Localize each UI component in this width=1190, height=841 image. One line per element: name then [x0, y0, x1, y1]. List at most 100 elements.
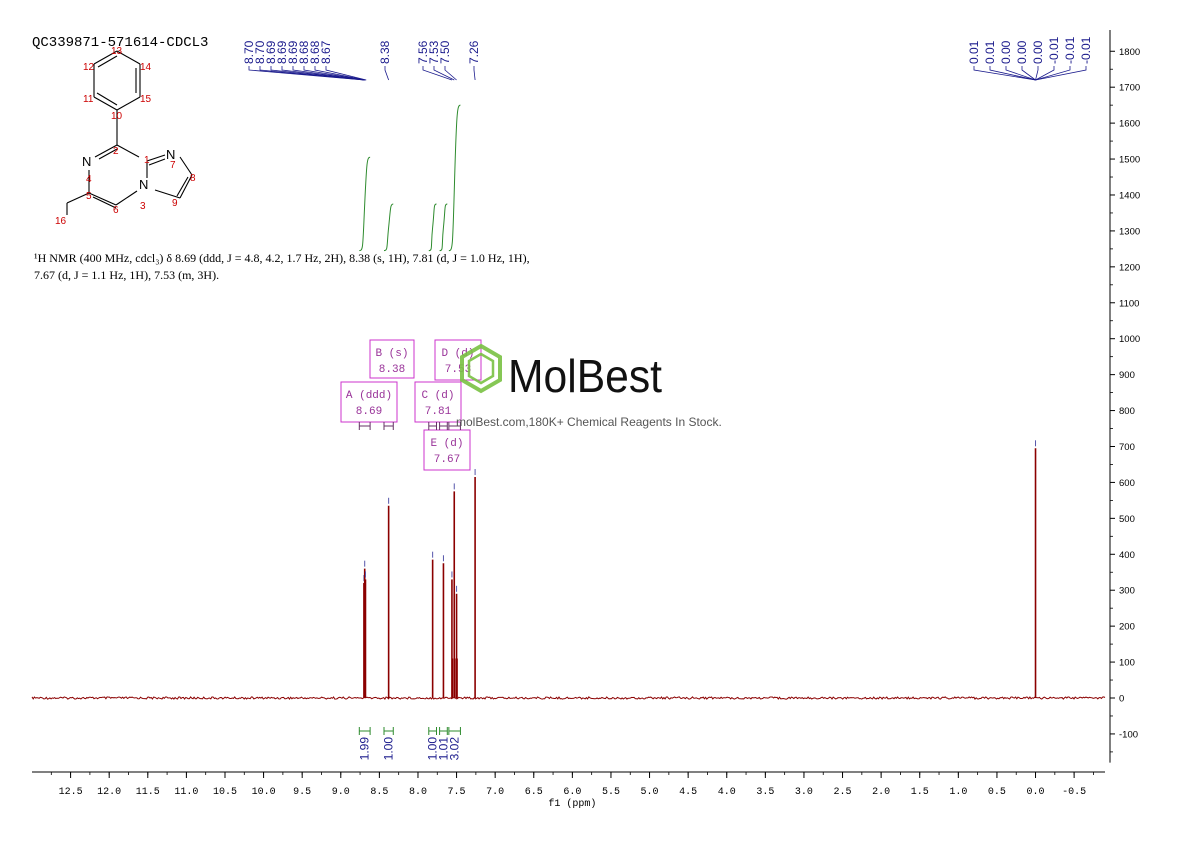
atom-number-9: 9: [172, 198, 178, 209]
y-tick-label: 1800: [1119, 47, 1140, 58]
multiplet-type: D (d): [441, 348, 474, 360]
peak-label-connector: [1035, 66, 1071, 81]
atom-number-8: 8: [190, 173, 196, 184]
spectrum-trace: [31, 440, 1106, 700]
x-tick-label: 0.5: [988, 787, 1006, 798]
peak-label: 8.38: [378, 40, 392, 64]
y-tick-label: 900: [1119, 370, 1135, 381]
x-tick-label: 9.5: [293, 787, 311, 798]
peak-label-connector: [473, 66, 476, 81]
y-tick-label: 1000: [1119, 334, 1140, 345]
peak-label: 0.01: [967, 40, 981, 64]
spectrum-baseline: [31, 696, 1106, 700]
multiplet-shift: 8.38: [379, 364, 405, 376]
peak-label: 8.67: [319, 40, 333, 64]
peak-label-connector: [973, 66, 1036, 81]
atom-nitrogen-4: N: [82, 154, 91, 169]
x-tick-label: 1.0: [949, 787, 967, 798]
peak-label: 7.50: [438, 40, 452, 64]
peak-label: 8.70: [253, 40, 267, 64]
peak-label-connector: [292, 66, 365, 81]
atom-number-6: 6: [113, 205, 119, 216]
integral-curve: [359, 156, 371, 252]
y-tick-label: 200: [1119, 622, 1135, 633]
axes: 12.5 12.0 11.5 11.0 10.5 10.0 9.5 9.0 8.5 8.0 7.5 7…: [32, 30, 1140, 810]
multiplet-type: C (d): [421, 390, 454, 402]
peak-label-connector: [422, 66, 453, 81]
atom-number-12: 12: [83, 62, 95, 73]
watermark: MolBest molBest.com,180K+ Chemical Reage…: [456, 343, 722, 429]
peak-label-fans: 8.708.708.698.698.698.688.688.67 8.38 7.56…: [242, 36, 1093, 81]
peak-label: -0.01: [1079, 36, 1093, 64]
nmr-description: ¹H NMR (400 MHz, cdcl₃) δ 8.69 (ddd, J =…: [34, 250, 634, 284]
multiplet-box: [340, 381, 398, 423]
y-tick-label: 100: [1119, 658, 1135, 669]
y-tick-label: 1100: [1119, 298, 1139, 309]
x-tick-label: 1.5: [911, 787, 929, 798]
peak-label-connector: [325, 66, 367, 81]
peak-label-connector: [303, 66, 366, 81]
peak-label: 8.69: [264, 40, 278, 64]
integral-curve: [428, 203, 437, 252]
peak-label-connector: [1035, 66, 1039, 81]
multiplet-shift: 8.69: [356, 406, 382, 418]
integral-value: 1.00: [426, 737, 440, 761]
y-tick-label: 700: [1119, 442, 1135, 453]
x-tick-label: 2.0: [872, 787, 890, 798]
peak-label: 0.00: [1031, 40, 1045, 64]
integral-curve: [448, 104, 461, 252]
molecule-element-labels: N N N: [82, 147, 175, 192]
peak-label: 8.70: [242, 40, 256, 64]
peak-label: 8.68: [297, 40, 311, 64]
atom-number-16: 16: [55, 216, 67, 227]
peak-label-connector: [989, 66, 1036, 81]
x-tick-label: 6.0: [563, 787, 581, 798]
integral-value: 1.01: [436, 737, 450, 761]
peak-label-connector: [270, 66, 365, 81]
multiplet-shift: 7.67: [434, 454, 460, 466]
peak-label-connector: [444, 66, 457, 81]
peak-label-connector: [259, 66, 364, 81]
integral-curve: [439, 203, 448, 252]
peak-label: 7.53: [427, 40, 441, 64]
x-tick-label: 10.5: [213, 787, 237, 798]
atom-number-14: 14: [140, 62, 152, 73]
peak-label-connector: [1035, 66, 1087, 81]
peak-label: 7.56: [416, 40, 430, 64]
peak-label: 8.69: [286, 40, 300, 64]
x-tick-label: 2.5: [834, 787, 852, 798]
multiplet-shift: 7.81: [425, 406, 452, 418]
peak-label-connector: [314, 66, 366, 81]
atom-number-4: 4: [86, 174, 92, 185]
y-tick-label: 800: [1119, 406, 1135, 417]
atom-nitrogen-7: N: [166, 147, 175, 162]
peak-label: -0.01: [1047, 36, 1061, 64]
multiplet-type: A (ddd): [346, 390, 392, 402]
x-tick-label: 3.5: [756, 787, 774, 798]
y-tick-label: 1600: [1119, 119, 1140, 130]
y-tick-label: 400: [1119, 550, 1135, 561]
x-tick-label: 7.0: [486, 787, 504, 798]
y-tick-label: 600: [1119, 478, 1135, 489]
peak-label: 0.00: [1015, 40, 1029, 64]
molecule-structure: [66, 50, 193, 215]
atom-number-13: 13: [111, 46, 123, 57]
integral-value: 3.02: [448, 737, 462, 761]
multiplet-boxes: A (ddd) 8.69 B (s) 8.38 C (d) 7.81 D (d) 7.53 E …: [340, 339, 482, 471]
x-tick-label: 8.5: [370, 787, 388, 798]
x-tick-label: 10.0: [252, 787, 276, 798]
multiplet-box: [414, 381, 462, 423]
y-tick-label: 1700: [1119, 83, 1140, 94]
atom-number-2: 2: [113, 146, 119, 157]
peak-label-connector: [1021, 66, 1036, 81]
x-tick-label: 11.0: [174, 787, 198, 798]
watermark-tagline: molBest.com,180K+ Chemical Reagents In S…: [456, 415, 722, 429]
multiplet-type: B (s): [375, 348, 408, 360]
atom-number-5: 5: [86, 191, 92, 202]
peak-label: -0.01: [1063, 36, 1077, 64]
peak-label: 7.26: [467, 40, 481, 64]
integral-curve: [383, 203, 394, 252]
atom-number-15: 15: [140, 94, 152, 105]
peak-label-connector: [384, 66, 390, 81]
y-tick-label: 0: [1119, 694, 1124, 705]
